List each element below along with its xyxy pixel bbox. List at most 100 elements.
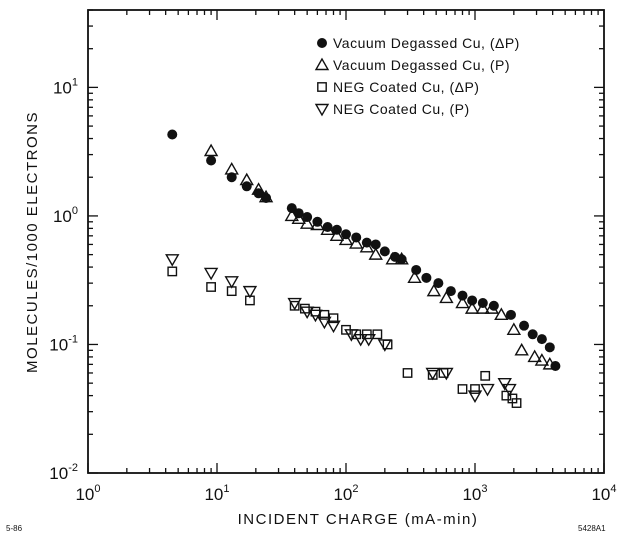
data-point — [239, 172, 254, 186]
data-point — [542, 356, 557, 370]
tick-label-exponent: 1 — [72, 76, 78, 88]
data-point — [425, 367, 440, 381]
data-point — [338, 232, 354, 246]
tick-label-exponent: 0 — [72, 205, 78, 217]
legend-marker — [314, 103, 330, 117]
data-point — [394, 251, 409, 265]
data-point — [501, 390, 512, 401]
legend-label: Vacuum Degassed Cu, (P) — [333, 57, 510, 73]
data-point — [480, 370, 491, 381]
series-4 — [165, 254, 517, 404]
data-point — [326, 320, 341, 334]
data-point — [464, 301, 480, 314]
data-point — [286, 203, 297, 214]
data-point — [320, 222, 335, 235]
tick-label-exponent: -2 — [68, 462, 78, 474]
data-point — [361, 333, 376, 347]
tick-label-base: 10 — [462, 485, 481, 504]
data-point — [308, 309, 323, 323]
data-point — [379, 246, 390, 257]
figure-code: 5428A1 — [578, 524, 606, 533]
data-points — [165, 129, 561, 408]
data-point — [527, 329, 538, 340]
data-point — [480, 383, 495, 397]
tick-label-base: 10 — [49, 335, 68, 354]
data-point — [445, 286, 456, 297]
tick-label-exponent: 4 — [610, 483, 616, 495]
x-tick-label: 102 — [333, 483, 358, 504]
y-axis-title: MOLECULES/1000 ELECTRONS — [24, 111, 41, 373]
y-tick-label: 10-1 — [49, 333, 78, 354]
legend-marker — [317, 38, 327, 48]
data-point — [241, 181, 252, 192]
tick-label-base: 10 — [75, 485, 94, 504]
data-point — [224, 276, 239, 289]
data-point — [368, 247, 383, 260]
data-point — [353, 333, 368, 347]
legend: Vacuum Degassed Cu, (ΔP) Vacuum Degassed … — [314, 35, 520, 117]
data-point — [519, 320, 530, 331]
data-point — [167, 266, 178, 277]
data-point — [317, 316, 332, 330]
series-1 — [167, 129, 561, 371]
data-point — [284, 208, 299, 222]
data-point — [511, 398, 522, 408]
data-point — [439, 290, 454, 304]
tick-label-base: 10 — [591, 485, 610, 504]
data-point — [258, 189, 274, 203]
series-3 — [167, 266, 522, 408]
legend-item: Vacuum Degassed Cu, (ΔP) — [317, 35, 520, 51]
data-point — [224, 162, 239, 175]
data-point — [359, 239, 375, 253]
data-point — [319, 309, 330, 320]
tick-label-base: 10 — [333, 485, 352, 504]
data-point — [475, 301, 491, 314]
data-point — [467, 390, 483, 404]
x-tick-label: 103 — [462, 483, 487, 504]
data-point — [534, 353, 550, 366]
tick-label-exponent: 0 — [94, 483, 100, 495]
legend-item: NEG Coated Cu, (ΔP) — [317, 79, 479, 95]
data-point — [310, 217, 325, 231]
data-point — [206, 282, 216, 292]
data-point — [457, 384, 468, 394]
data-point — [433, 278, 444, 289]
data-point — [203, 267, 219, 281]
data-point — [167, 129, 178, 140]
legend-label: NEG Coated Cu, (ΔP) — [333, 79, 479, 95]
data-point — [349, 236, 364, 249]
tick-label-base: 10 — [53, 207, 72, 226]
axis-ticks — [87, 9, 605, 474]
data-point — [299, 216, 315, 229]
data-point — [467, 295, 478, 306]
data-point — [370, 239, 381, 250]
data-point — [226, 172, 237, 183]
tick-label-exponent: 3 — [481, 483, 487, 495]
x-axis-title: INCIDENT CHARGE (mA-min) — [238, 511, 479, 528]
data-point — [377, 339, 393, 352]
x-tick-label: 100 — [75, 483, 100, 504]
data-point — [203, 143, 219, 157]
data-point — [514, 342, 529, 356]
y-tick-label: 100 — [53, 205, 78, 226]
data-point — [470, 384, 480, 394]
data-point — [426, 283, 442, 297]
tick-label-exponent: 1 — [223, 483, 229, 495]
y-tick-label: 10-2 — [49, 462, 78, 483]
data-point — [544, 342, 555, 353]
tick-label-exponent: -1 — [68, 333, 78, 345]
tick-label-exponent: 2 — [352, 483, 358, 495]
y-tick-label: 101 — [53, 76, 78, 97]
data-point — [457, 290, 468, 301]
legend-marker — [314, 57, 330, 71]
data-point — [242, 285, 258, 299]
data-point — [455, 295, 470, 309]
legend-label: NEG Coated Cu, (P) — [333, 101, 470, 117]
data-point — [287, 297, 302, 311]
legend-marker — [317, 82, 327, 92]
legend-label: Vacuum Degassed Cu, (ΔP) — [333, 35, 520, 51]
data-point — [439, 367, 454, 381]
data-point — [536, 334, 547, 345]
